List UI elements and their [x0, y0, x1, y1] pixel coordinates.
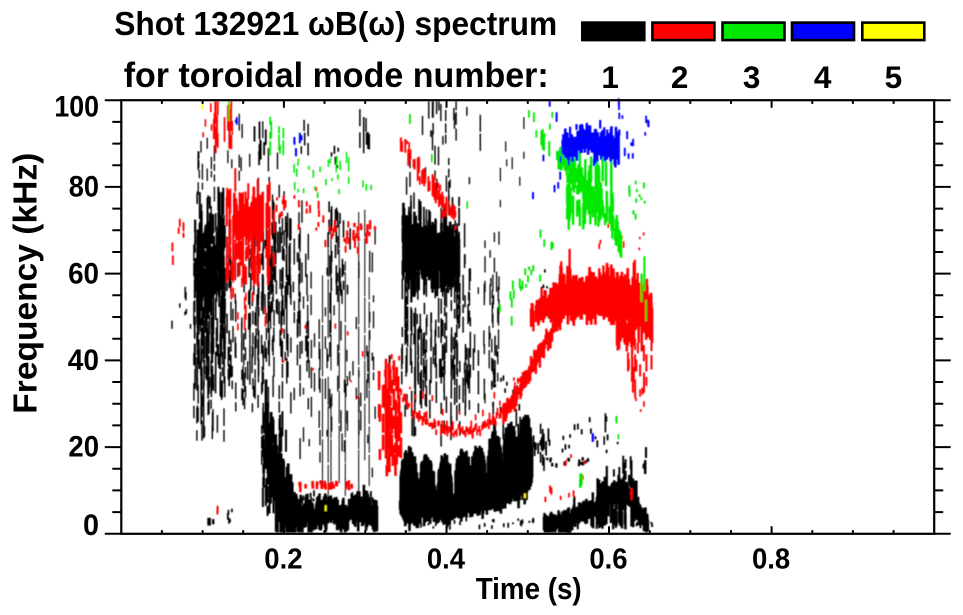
- svg-text:60: 60: [68, 257, 99, 290]
- svg-text:Shot 132921 ωB(ω) spectrum: Shot 132921 ωB(ω) spectrum: [114, 6, 557, 43]
- svg-text:Time (s): Time (s): [476, 572, 582, 606]
- svg-text:40: 40: [68, 344, 99, 377]
- svg-text:100: 100: [54, 90, 99, 123]
- svg-text:Frequency (kHz): Frequency (kHz): [8, 153, 45, 414]
- svg-text:2: 2: [671, 59, 689, 95]
- svg-text:0.6: 0.6: [589, 543, 627, 575]
- svg-text:3: 3: [743, 59, 761, 95]
- svg-text:20: 20: [68, 431, 99, 464]
- svg-text:0: 0: [83, 509, 99, 542]
- svg-text:0.8: 0.8: [752, 543, 790, 575]
- svg-text:0.2: 0.2: [264, 543, 302, 575]
- svg-text:for toroidal mode number:: for toroidal mode number:: [124, 56, 549, 95]
- svg-text:1: 1: [601, 59, 619, 95]
- svg-text:4: 4: [814, 59, 832, 95]
- svg-text:80: 80: [69, 170, 99, 203]
- svg-text:5: 5: [885, 59, 903, 95]
- svg-text:0.4: 0.4: [427, 543, 465, 575]
